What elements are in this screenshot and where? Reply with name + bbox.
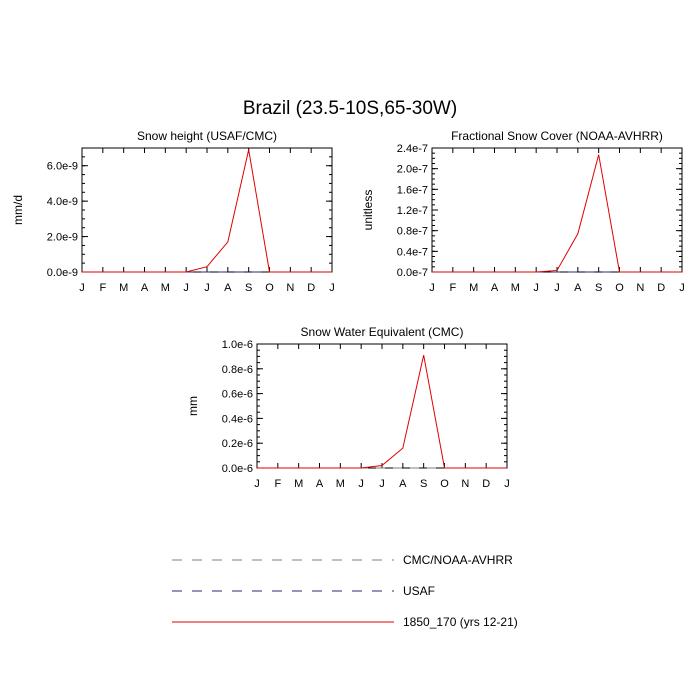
page-title: Brazil (23.5-10S,65-30W) <box>243 98 457 119</box>
x-tick-label: M <box>469 282 478 294</box>
x-tick-label: M <box>294 478 303 490</box>
x-tick-label: J <box>204 282 210 294</box>
legend-label: 1850_170 (yrs 12-21) <box>403 615 518 629</box>
plot-frame <box>81 147 333 273</box>
x-tick-label: O <box>440 478 449 490</box>
x-tick-label: J <box>679 282 685 294</box>
x-tick-label: O <box>265 282 274 294</box>
x-tick-label: M <box>119 282 128 294</box>
x-tick-label: F <box>99 282 106 294</box>
x-tick-label: A <box>316 478 324 490</box>
x-tick-label: M <box>161 282 170 294</box>
y-tick-label: 2.0e-7 <box>397 164 428 176</box>
y-axis-label: unitless <box>361 190 375 231</box>
x-tick-label: M <box>336 478 345 490</box>
x-tick-label: A <box>141 282 149 294</box>
x-tick-label: F <box>449 282 456 294</box>
x-tick-label: J <box>504 478 510 490</box>
plot-frame <box>256 343 508 469</box>
y-tick-label: 0.0e-6 <box>222 463 253 475</box>
snow-height-chart: Snow height (USAF/CMC)mm/dJ F M A M J J A S O N D J0… <box>11 129 335 294</box>
x-tick-label: S <box>245 282 252 294</box>
y-tick-label: 0.8e-6 <box>222 364 253 376</box>
x-tick-label: J <box>254 478 260 490</box>
x-tick-label: M <box>511 282 520 294</box>
y-axis-label: mm/d <box>11 195 25 225</box>
x-tick-label: J <box>183 282 189 294</box>
x-tick-label: J <box>379 478 385 490</box>
x-tick-label: O <box>615 282 624 294</box>
snow-cover-chart: Fractional Snow Cover (NOAA-AVHRR) unitle… <box>361 129 685 294</box>
x-tick-label: J <box>533 282 539 294</box>
x-tick-label: N <box>286 282 294 294</box>
y-tick-label: 0.4e-6 <box>222 413 253 425</box>
y-tick-label: 0.6e-6 <box>222 389 253 401</box>
y-tick-label: 2.0e-9 <box>47 232 78 244</box>
y-tick-label: 4.0e-9 <box>47 196 78 208</box>
chart-title: Snow height (USAF/CMC) <box>137 129 277 143</box>
y-tick-label: 0.0e-7 <box>397 267 428 279</box>
y-tick-label: 0.4e-7 <box>397 246 428 258</box>
x-tick-label: D <box>657 282 665 294</box>
y-axis-label: mm <box>186 396 200 416</box>
series-line <box>432 154 682 273</box>
y-tick-label: 0.2e-6 <box>222 438 253 450</box>
x-tick-label: J <box>358 478 364 490</box>
x-tick-label: S <box>420 478 427 490</box>
x-tick-label: A <box>491 282 499 294</box>
x-tick-label: N <box>461 478 469 490</box>
plot-frame <box>431 147 683 273</box>
x-tick-label: J <box>79 282 85 294</box>
snow-water-equivalent-chart: Snow Water Equivalent (CMC)mmJ F M A M J J A S O N… <box>186 325 510 490</box>
x-tick-label: F <box>274 478 281 490</box>
y-tick-label: 0.8e-7 <box>397 226 428 238</box>
x-tick-label: N <box>636 282 644 294</box>
x-tick-label: A <box>224 282 232 294</box>
series-line <box>82 149 332 273</box>
y-tick-label: 1.6e-7 <box>397 184 428 196</box>
x-tick-label: J <box>429 282 435 294</box>
x-tick-label: D <box>307 282 315 294</box>
x-tick-label: J <box>329 282 335 294</box>
legend-label: CMC/NOAA-AVHRR <box>403 553 513 567</box>
x-tick-label: S <box>595 282 602 294</box>
legend-label: USAF <box>403 584 435 598</box>
y-tick-label: 0.0e-9 <box>47 267 78 279</box>
legend: CMC/NOAA-AVHRR USAF 1850_170 (yrs 12-21) <box>172 553 518 629</box>
series-line <box>257 355 507 469</box>
y-tick-label: 2.4e-7 <box>397 143 428 155</box>
x-tick-label: A <box>399 478 407 490</box>
y-tick-label: 1.0e-6 <box>222 339 253 351</box>
y-tick-label: 6.0e-9 <box>47 161 78 173</box>
x-tick-label: A <box>574 282 582 294</box>
x-tick-label: D <box>482 478 490 490</box>
x-tick-label: J <box>554 282 560 294</box>
y-tick-label: 1.2e-7 <box>397 205 428 217</box>
chart-title: Snow Water Equivalent (CMC) <box>301 325 464 339</box>
chart-title: Fractional Snow Cover (NOAA-AVHRR) <box>451 129 663 143</box>
